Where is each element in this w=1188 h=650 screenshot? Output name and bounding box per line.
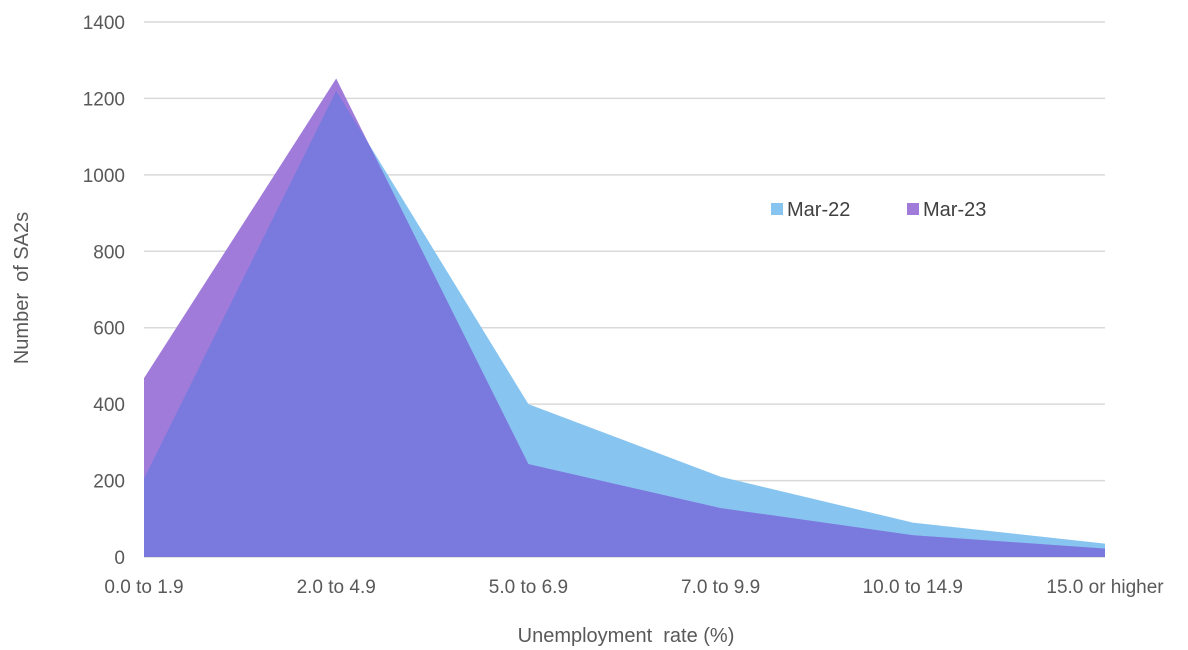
x-axis-tick-labels: 0.0 to 1.9 2.0 to 4.9 5.0 to 6.9 7.0 to 9.9… [104, 577, 1164, 598]
y-tick-label: 1200 [83, 89, 125, 110]
legend-swatch-mar-23 [907, 203, 919, 215]
y-axis-title: Number of SA2s [11, 212, 33, 364]
y-tick-label: 200 [93, 472, 125, 493]
x-tick-label: 7.0 to 9.9 [681, 577, 760, 598]
legend-label-mar-22: Mar-22 [787, 199, 850, 221]
legend-swatch-mar-22 [771, 203, 783, 215]
x-tick-label: 5.0 to 6.9 [489, 577, 568, 598]
y-tick-label: 400 [93, 395, 125, 416]
x-tick-label: 15.0 or higher [1046, 577, 1164, 598]
y-axis-tick-labels: 0 200 400 600 800 1000 1200 1400 [83, 13, 125, 569]
area-overlap [144, 90, 1105, 557]
y-tick-label: 1400 [83, 13, 125, 34]
y-tick-label: 600 [93, 319, 125, 340]
legend: Mar-22 Mar-23 [771, 199, 986, 221]
x-tick-label: 0.0 to 1.9 [104, 577, 183, 598]
y-tick-label: 1000 [83, 166, 125, 187]
x-tick-label: 10.0 to 14.9 [863, 577, 963, 598]
legend-label-mar-23: Mar-23 [923, 199, 986, 221]
plot-areas [144, 78, 1105, 558]
x-axis-title: Unemployment rate (%) [518, 625, 735, 647]
y-tick-label: 800 [93, 242, 125, 263]
y-tick-label: 0 [114, 548, 125, 569]
x-tick-label: 2.0 to 4.9 [297, 577, 376, 598]
